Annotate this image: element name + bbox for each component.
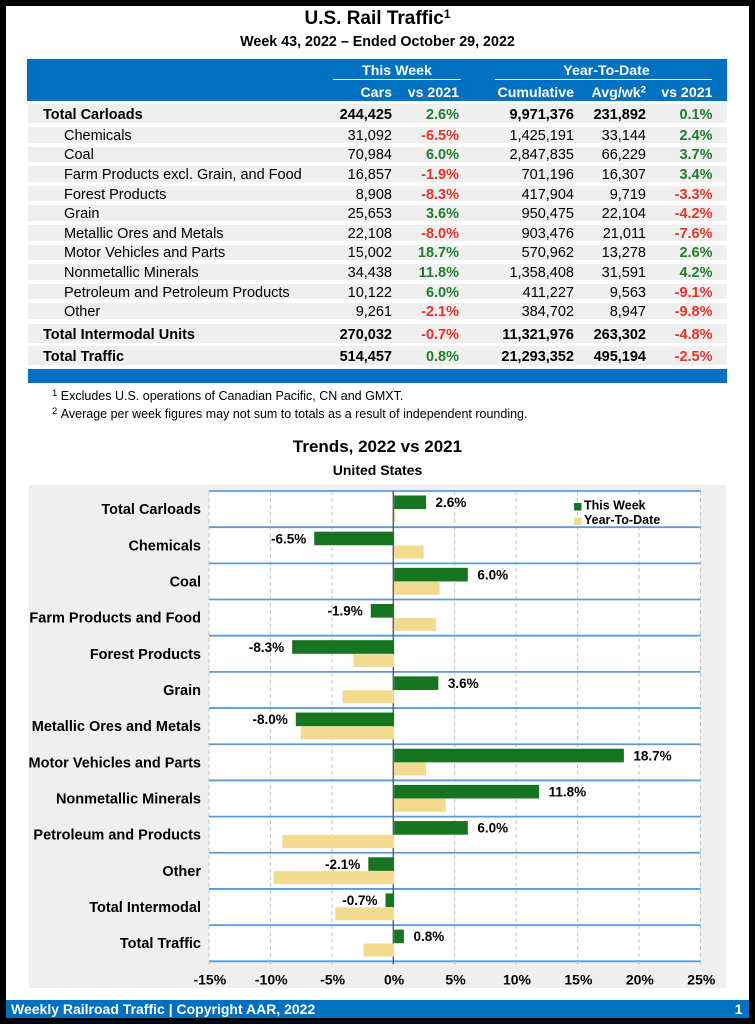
svg-text:0.8%: 0.8% (413, 929, 444, 944)
svg-text:Grain: Grain (163, 683, 201, 699)
svg-text:Forest Products: Forest Products (90, 647, 201, 663)
svg-text:0%: 0% (384, 971, 405, 987)
svg-text:-6.5%: -6.5% (271, 531, 306, 546)
svg-text:Other: Other (162, 864, 201, 880)
svg-text:Total Carloads: Total Carloads (101, 502, 201, 518)
svg-text:-5%: -5% (320, 971, 345, 987)
svg-text:Total Intermodal: Total Intermodal (89, 900, 201, 916)
svg-text:-1.9%: -1.9% (327, 604, 362, 619)
svg-text:-0.7%: -0.7% (342, 893, 377, 908)
svg-text:-2.1%: -2.1% (325, 857, 360, 872)
svg-text:Petroleum and Products: Petroleum and Products (33, 828, 201, 844)
svg-text:This Week: This Week (584, 499, 646, 513)
svg-text:-8.0%: -8.0% (253, 712, 288, 727)
svg-text:20%: 20% (626, 971, 655, 987)
svg-text:5%: 5% (445, 971, 466, 987)
svg-text:Metallic Ores and Metals: Metallic Ores and Metals (32, 719, 201, 735)
svg-text:Coal: Coal (170, 574, 201, 590)
svg-text:2.6%: 2.6% (436, 495, 467, 510)
svg-text:-10%: -10% (255, 971, 288, 987)
svg-text:-15%: -15% (193, 971, 226, 987)
svg-text:-8.3%: -8.3% (249, 640, 284, 655)
svg-text:25%: 25% (687, 971, 716, 987)
svg-text:3.6%: 3.6% (448, 676, 479, 691)
svg-text:Farm Products and Food: Farm Products and Food (29, 611, 201, 627)
svg-text:Chemicals: Chemicals (128, 538, 201, 554)
svg-text:Total Traffic: Total Traffic (120, 936, 201, 952)
svg-text:10%: 10% (503, 971, 532, 987)
svg-text:6.0%: 6.0% (477, 821, 508, 836)
svg-text:6.0%: 6.0% (477, 567, 508, 582)
svg-text:Nonmetallic Minerals: Nonmetallic Minerals (56, 792, 201, 808)
svg-text:Year-To-Date: Year-To-Date (584, 513, 660, 527)
svg-text:15%: 15% (564, 971, 593, 987)
svg-text:Motor Vehicles and Parts: Motor Vehicles and Parts (29, 755, 201, 771)
svg-text:11.8%: 11.8% (549, 785, 587, 800)
svg-text:18.7%: 18.7% (633, 748, 671, 763)
